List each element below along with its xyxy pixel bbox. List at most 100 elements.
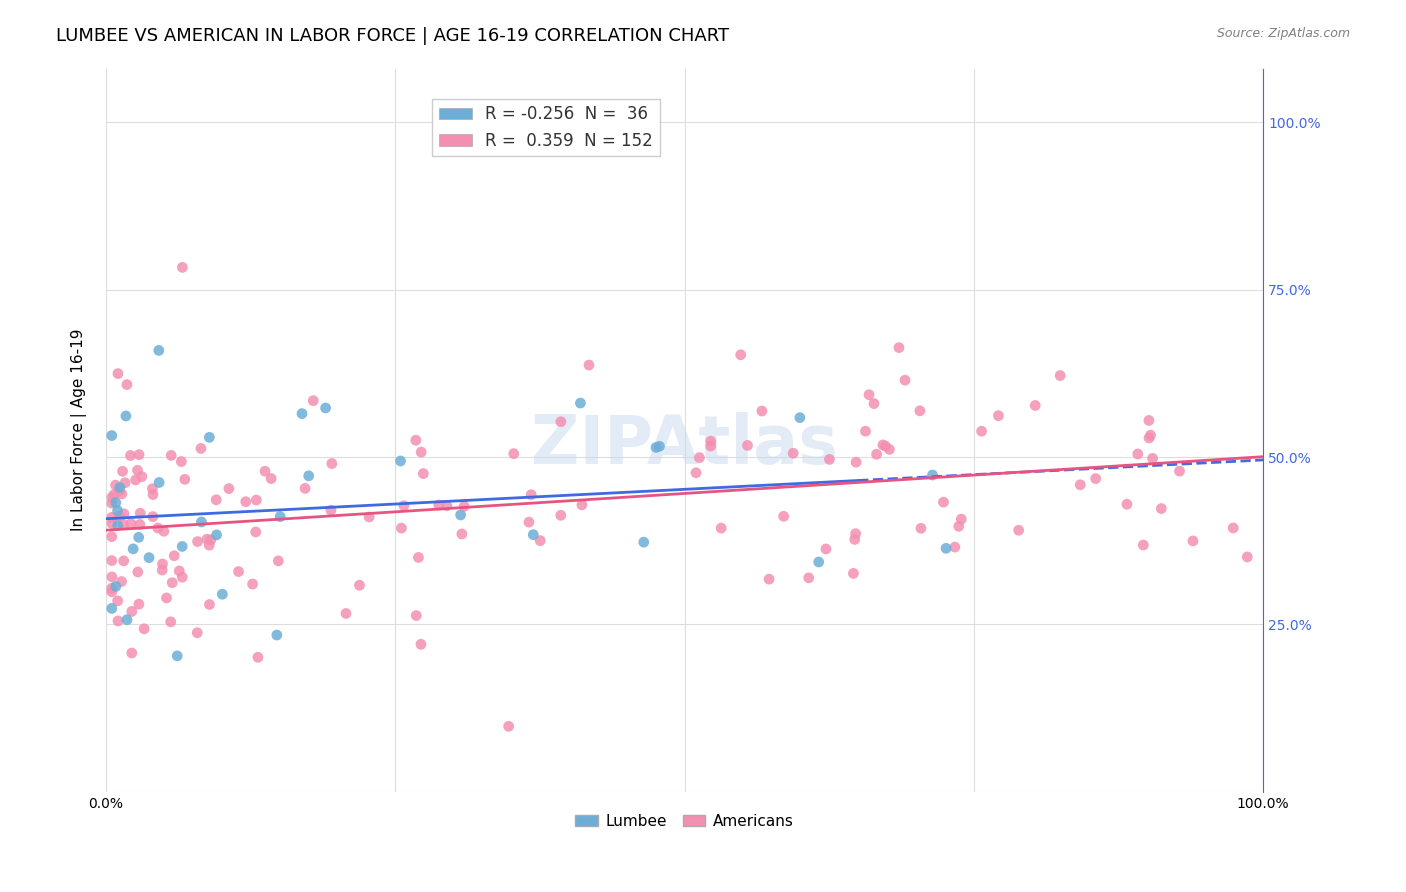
Point [138, 550, 160, 565]
Point [150, 563, 173, 577]
Point [921, 468, 943, 483]
Point [319, 503, 342, 517]
Point [772, 509, 794, 524]
Point [152, 557, 174, 571]
Point [142, 487, 165, 501]
Point [737, 438, 759, 452]
Point [107, 503, 129, 517]
Point [129, 506, 152, 520]
Point [797, 571, 820, 585]
Point [427, 498, 450, 512]
Point [875, 439, 897, 453]
Text: LUMBEE VS AMERICAN IN LABOR FORCE | AGE 16-19 CORRELATION CHART: LUMBEE VS AMERICAN IN LABOR FORCE | AGE … [56, 27, 730, 45]
Point [110, 574, 132, 589]
Point [100, 516, 122, 531]
Point [267, 554, 290, 568]
Point [943, 540, 966, 554]
Point [321, 457, 343, 471]
Point [814, 541, 837, 556]
Point [120, 516, 142, 531]
Point [269, 509, 291, 524]
Point [115, 613, 138, 627]
Point [115, 377, 138, 392]
Point [987, 409, 1010, 423]
Point [112, 507, 135, 521]
Point [1150, 501, 1173, 516]
Point [128, 530, 150, 544]
Point [141, 482, 163, 496]
Point [872, 438, 894, 452]
Point [104, 495, 127, 509]
Point [291, 407, 314, 421]
Point [359, 510, 381, 524]
Point [121, 646, 143, 660]
Point [409, 637, 432, 651]
Point [453, 500, 475, 514]
Point [195, 532, 218, 546]
Point [699, 439, 721, 453]
Point [502, 447, 524, 461]
Point [844, 533, 866, 547]
Point [1139, 428, 1161, 442]
Point [186, 625, 208, 640]
Point [245, 524, 267, 539]
Point [865, 447, 887, 461]
Point [730, 348, 752, 362]
Point [818, 452, 841, 467]
Point [758, 572, 780, 586]
Point [101, 570, 124, 584]
Point [789, 410, 811, 425]
Point [228, 565, 250, 579]
Point [1142, 451, 1164, 466]
Point [1181, 533, 1204, 548]
Point [107, 594, 129, 608]
Point [187, 534, 209, 549]
Point [948, 519, 970, 533]
Point [103, 487, 125, 501]
Point [633, 535, 655, 549]
Text: Source: ZipAtlas.com: Source: ZipAtlas.com [1216, 27, 1350, 40]
Point [253, 464, 276, 478]
Point [111, 487, 134, 501]
Point [578, 358, 600, 372]
Point [1126, 447, 1149, 461]
Point [235, 494, 257, 508]
Point [155, 591, 177, 605]
Point [298, 468, 321, 483]
Point [205, 492, 228, 507]
Point [887, 341, 910, 355]
Point [405, 608, 427, 623]
Point [699, 434, 721, 449]
Point [405, 434, 427, 448]
Point [450, 527, 472, 541]
Point [211, 587, 233, 601]
Point [160, 575, 183, 590]
Point [172, 540, 194, 554]
Point [200, 533, 222, 547]
Point [302, 393, 325, 408]
Point [100, 553, 122, 567]
Point [710, 521, 733, 535]
Point [294, 482, 316, 496]
Point [128, 597, 150, 611]
Point [807, 555, 830, 569]
Point [1132, 538, 1154, 552]
Point [128, 448, 150, 462]
Point [112, 554, 135, 568]
Point [450, 508, 472, 522]
Point [645, 441, 668, 455]
Point [522, 527, 544, 541]
Point [517, 515, 540, 529]
Point [315, 401, 337, 415]
Point [1116, 497, 1139, 511]
Point [148, 343, 170, 358]
Point [146, 521, 169, 535]
Point [855, 424, 877, 438]
Y-axis label: In Labor Force | Age 16-19: In Labor Force | Age 16-19 [72, 329, 87, 532]
Point [172, 570, 194, 584]
Point [1084, 472, 1107, 486]
Point [863, 396, 886, 410]
Point [411, 445, 433, 459]
Point [858, 388, 880, 402]
Point [1137, 431, 1160, 445]
